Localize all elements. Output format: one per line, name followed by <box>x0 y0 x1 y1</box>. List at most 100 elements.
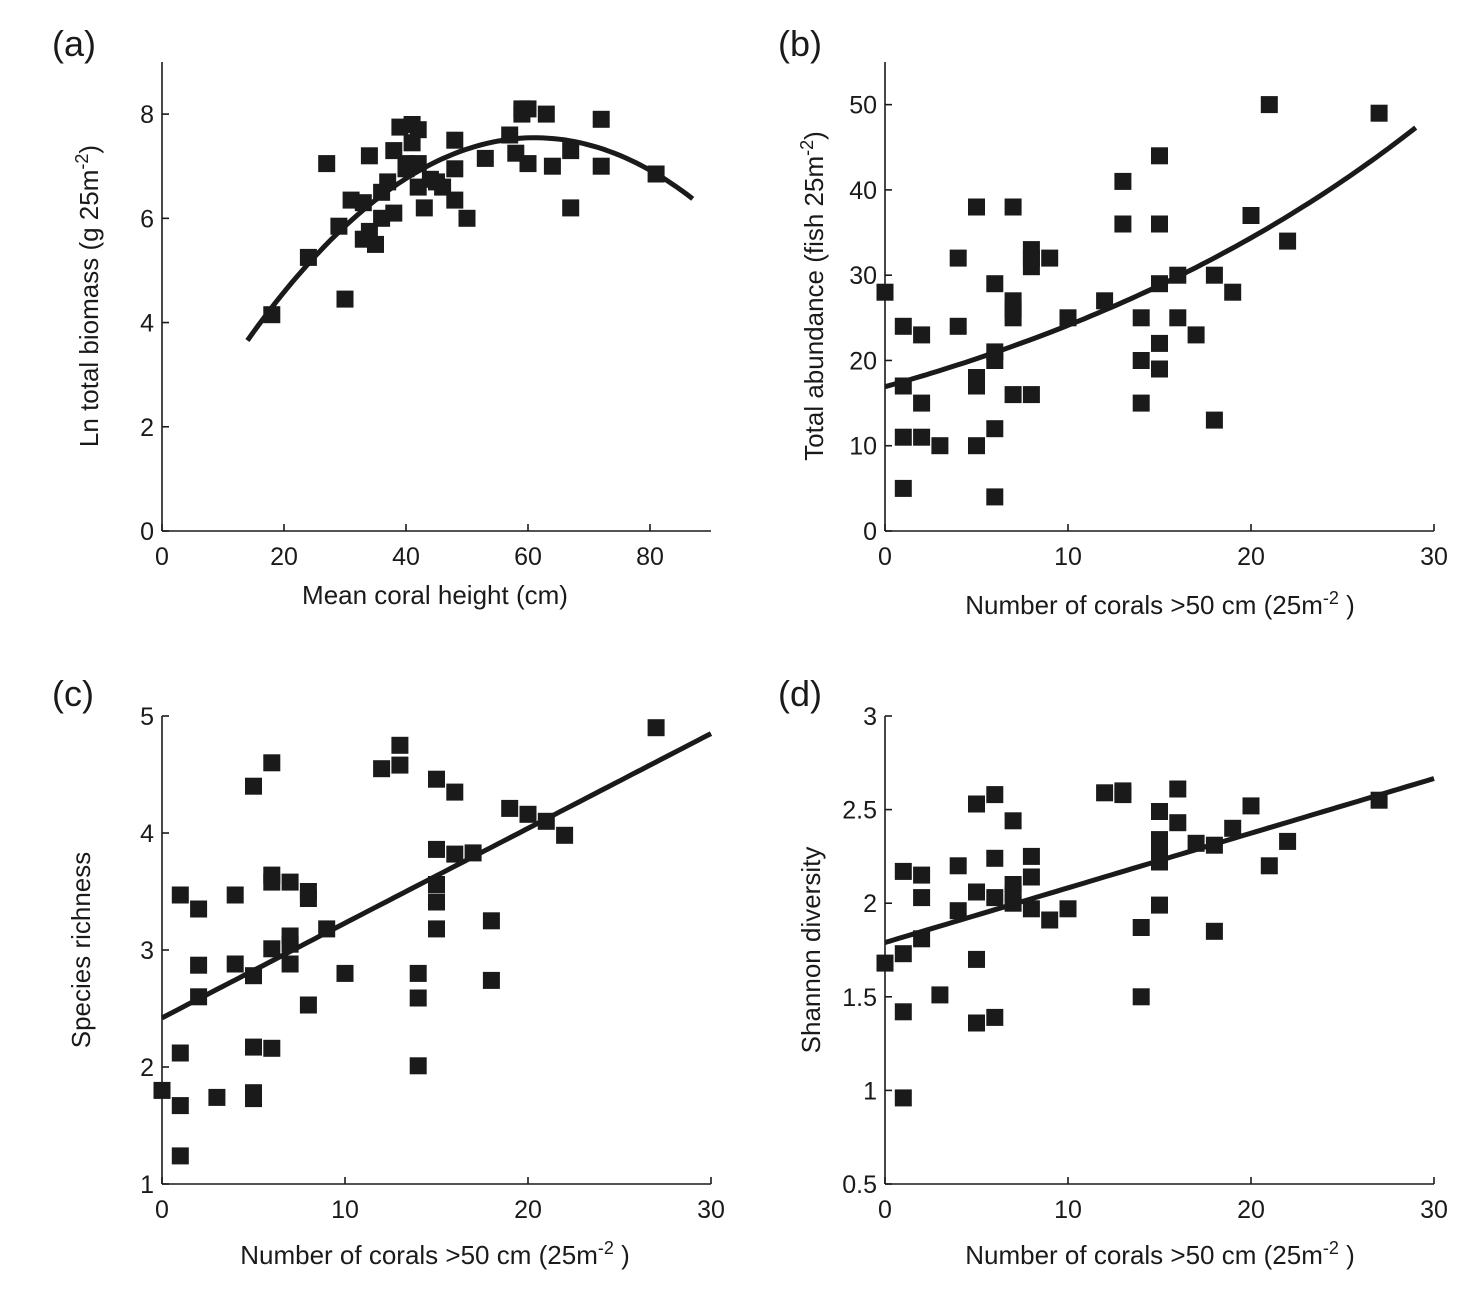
y-tick-label: 40 <box>849 177 877 205</box>
data-point <box>299 248 317 266</box>
data-point <box>318 920 336 938</box>
data-point <box>1151 803 1168 820</box>
x-tick-label: 20 <box>514 1196 542 1224</box>
data-point <box>263 306 281 324</box>
data-point <box>647 719 665 737</box>
y-tick-label: 8 <box>140 101 154 129</box>
data-point <box>894 317 912 335</box>
data-point <box>1132 309 1150 327</box>
data-point <box>949 317 967 335</box>
data-point <box>1205 922 1223 940</box>
data-point <box>409 964 427 982</box>
panel-label: (d) <box>778 673 822 714</box>
data-point <box>1151 853 1168 871</box>
panel-c: (c) 0 10 20 30 1 2 3 4 5 Number of corals >50 cm (… <box>52 673 725 1270</box>
y-tick-label: 3 <box>140 937 154 965</box>
data-point <box>367 235 384 253</box>
data-point <box>894 428 912 446</box>
x-tick-label: 0 <box>155 1196 169 1224</box>
data-point <box>391 736 409 754</box>
data-point <box>1096 292 1114 310</box>
y-tick-label: 20 <box>849 347 877 375</box>
data-point <box>519 805 537 823</box>
y-tick-label: 2.5 <box>842 797 877 825</box>
data-point <box>446 160 464 178</box>
data-point <box>428 893 445 911</box>
data-point <box>537 105 555 123</box>
data-point <box>190 900 208 918</box>
y-tick-label: 6 <box>140 205 154 233</box>
data-point <box>428 876 445 893</box>
data-point <box>986 849 1004 867</box>
data-point <box>281 935 299 953</box>
data-point <box>501 799 519 817</box>
data-point <box>360 222 378 240</box>
data-point <box>931 437 949 455</box>
data-point <box>519 100 537 118</box>
panel-label: (b) <box>778 23 822 64</box>
data-point <box>458 209 476 227</box>
x-axis-label: Number of corals >50 cm (25m-2 ) <box>965 1238 1355 1270</box>
data-point <box>1151 896 1168 914</box>
data-point <box>1132 988 1150 1006</box>
data-point <box>226 886 244 904</box>
data-point <box>968 1014 985 1032</box>
panel-label: (c) <box>52 673 94 714</box>
data-point <box>1260 857 1278 875</box>
data-point <box>428 770 445 788</box>
data-point <box>1022 900 1040 918</box>
data-point <box>1022 868 1040 886</box>
x-axis-label-text-end: ) <box>1339 590 1355 620</box>
data-point <box>968 437 985 455</box>
data-point <box>1151 360 1168 378</box>
data-point <box>968 883 985 901</box>
x-axis-label-superscript: -2 <box>1323 1238 1339 1258</box>
y-tick-label: 50 <box>849 92 877 120</box>
data-point <box>913 394 931 412</box>
data-point <box>876 954 894 972</box>
y-tick-label: 2 <box>863 890 877 918</box>
data-point <box>1242 797 1260 815</box>
data-point <box>153 1081 171 1099</box>
data-point <box>446 131 464 149</box>
y-tick-label: 0 <box>863 518 877 546</box>
data-point <box>360 147 378 165</box>
y-axis-label-text: Ln total biomass (g 25m <box>74 170 104 447</box>
data-point <box>1132 919 1150 936</box>
x-tick-label: 10 <box>1054 1196 1082 1224</box>
data-point <box>1169 780 1187 798</box>
data-point <box>281 873 299 891</box>
data-point <box>1059 309 1077 327</box>
x-axis-label: Mean coral height (cm) <box>302 580 568 610</box>
data-point <box>245 1090 262 1108</box>
data-point <box>1041 249 1059 267</box>
y-tick-label: 4 <box>140 310 154 338</box>
data-point <box>171 1097 189 1115</box>
y-axis-label: Species richness <box>66 852 96 1049</box>
data-point <box>986 275 1004 293</box>
data-point <box>1096 784 1114 802</box>
x-tick-label: 0 <box>878 543 892 571</box>
x-axis-label-text: Number of corals >50 cm (25m <box>240 1240 598 1270</box>
data-point <box>519 155 537 173</box>
data-point <box>281 955 299 973</box>
data-point <box>190 988 208 1006</box>
fit-curve <box>245 135 695 342</box>
y-axis-label: Total abundance (fish 25m-2) <box>797 131 829 461</box>
y-tick-label: 10 <box>849 433 877 461</box>
data-point <box>931 986 949 1004</box>
data-point <box>562 142 580 160</box>
data-point <box>949 902 967 920</box>
data-point <box>894 1089 912 1107</box>
data-point <box>1004 894 1022 912</box>
x-tick-label: 30 <box>1420 543 1448 571</box>
data-point <box>913 866 931 884</box>
data-point <box>171 1044 189 1062</box>
data-point <box>245 967 262 985</box>
data-point <box>403 134 421 152</box>
data-point <box>894 479 912 497</box>
data-point <box>1370 104 1388 122</box>
data-point <box>1022 386 1040 404</box>
data-point <box>1151 215 1168 233</box>
